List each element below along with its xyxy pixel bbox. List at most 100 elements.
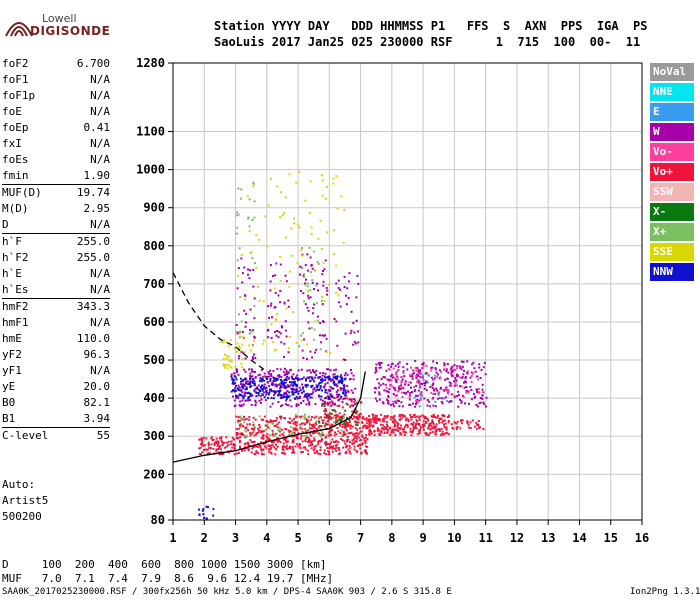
param-name: foF1p [2, 89, 36, 102]
echo-point [321, 334, 324, 337]
echo-point [310, 233, 313, 236]
echo-point [265, 446, 268, 449]
echo-point [403, 431, 406, 434]
echo-point [333, 414, 336, 417]
echo-point [450, 423, 453, 426]
echo-point [372, 424, 375, 427]
echo-point [247, 391, 250, 394]
legend-item: NoVal [650, 63, 694, 81]
echo-point [435, 416, 437, 419]
echo-point [311, 415, 313, 418]
echo-point [362, 415, 365, 418]
echo-point [294, 434, 297, 437]
echo-point [454, 377, 457, 380]
echo-point [205, 517, 208, 520]
echo-point [265, 435, 268, 438]
echo-point [306, 449, 309, 452]
echo-point [464, 380, 467, 383]
echo-point [408, 395, 411, 398]
echo-point [404, 380, 407, 383]
echo-point [211, 439, 214, 441]
echo-point [324, 197, 327, 200]
echo-point [413, 372, 416, 375]
echo-point [434, 425, 437, 428]
echo-point [306, 306, 309, 309]
echo-point [392, 420, 395, 423]
echo-point [329, 385, 332, 388]
echo-point [323, 268, 326, 271]
param-value: 255.0 [76, 235, 110, 248]
echo-point [225, 354, 228, 357]
echo-point [325, 434, 328, 437]
x-tick-label: 2 [201, 531, 208, 545]
echo-point [452, 368, 454, 371]
echo-point [319, 322, 322, 324]
echo-point [386, 429, 389, 431]
echo-point [422, 420, 425, 423]
echo-point [466, 371, 469, 374]
echo-point [235, 384, 238, 387]
plot-frame [172, 62, 643, 521]
echo-point [467, 391, 470, 394]
echo-point [261, 389, 264, 392]
echo-point [328, 430, 331, 433]
echo-point [418, 419, 421, 421]
echo-point [266, 245, 269, 248]
echo-point [332, 182, 335, 185]
echo-point [308, 402, 310, 405]
echo-point [284, 439, 287, 442]
echo-point [394, 377, 397, 380]
echo-point [221, 444, 224, 447]
echo-point [370, 424, 373, 427]
echo-point [450, 400, 453, 403]
echo-point [240, 432, 243, 435]
echo-point [200, 437, 203, 440]
echo-point [241, 383, 244, 386]
echo-point [248, 416, 251, 418]
echo-point [300, 435, 303, 438]
echo-point [259, 401, 262, 404]
echo-point [432, 425, 435, 428]
echo-point [229, 449, 232, 452]
echo-point [297, 377, 300, 380]
echo-point [318, 382, 321, 385]
echo-point [337, 389, 340, 392]
echo-point [338, 301, 341, 304]
echo-point [304, 446, 307, 449]
echo-point [325, 441, 328, 444]
echo-point [292, 448, 295, 451]
param-row: yF2 96.3 [2, 347, 110, 363]
echo-point [217, 448, 220, 450]
echo-point [303, 300, 306, 303]
echo-point [200, 443, 203, 446]
echo-point [247, 397, 250, 400]
echo-point [225, 436, 228, 439]
echo-point [291, 393, 294, 396]
echo-point [251, 447, 254, 450]
echo-point [293, 397, 296, 400]
echo-point [260, 431, 262, 433]
echo-point [412, 426, 415, 429]
echo-point [418, 381, 421, 384]
echo-point [294, 427, 297, 430]
echo-point [307, 419, 310, 422]
echo-point [346, 421, 349, 424]
param-value: N/A [90, 267, 110, 280]
echo-point [335, 368, 338, 371]
echo-point [302, 422, 305, 425]
echo-point [285, 399, 288, 402]
echo-point [241, 335, 244, 338]
echo-point [458, 365, 461, 368]
echo-point [373, 429, 376, 432]
echo-point [414, 403, 417, 405]
x-tick-label: 11 [478, 531, 492, 545]
echo-point [463, 386, 466, 389]
echo-point [240, 417, 243, 420]
echo-point [444, 387, 447, 390]
echo-point [308, 246, 311, 249]
echo-point [325, 350, 328, 353]
echo-point [392, 416, 395, 419]
echo-point [375, 366, 377, 369]
echo-point [445, 428, 448, 431]
x-tick-label: 3 [232, 531, 239, 545]
